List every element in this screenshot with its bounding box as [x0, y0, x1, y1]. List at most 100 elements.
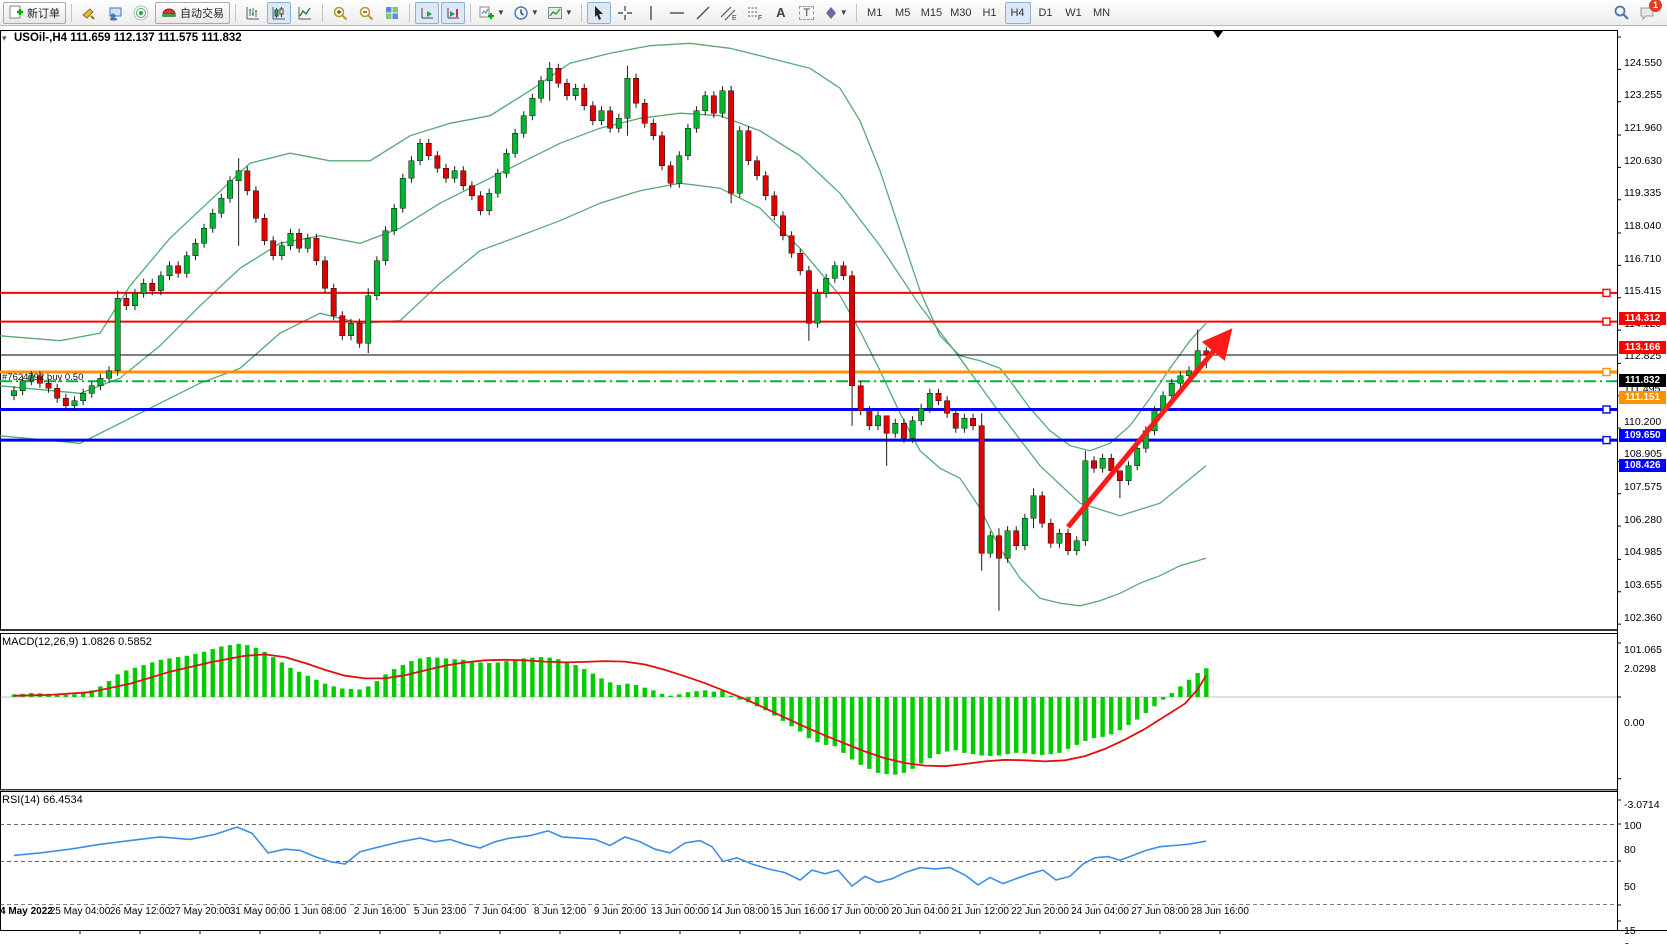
- price-tick: 108.905: [1624, 448, 1662, 461]
- rsi-tick: 50: [1624, 881, 1636, 893]
- time-label: 27 May 20:00: [169, 906, 231, 917]
- horn-icon: [82, 7, 95, 20]
- separator: [855, 3, 857, 22]
- separator: [580, 3, 582, 22]
- templates-icon: [547, 6, 562, 19]
- zoom-out-icon: [359, 6, 374, 20]
- timeframe-w1[interactable]: W1: [1065, 6, 1082, 19]
- market-watch-button[interactable]: [103, 2, 127, 24]
- auto-trading-button[interactable]: 自动交易: [155, 1, 230, 24]
- timeframe-mn[interactable]: MN: [1092, 6, 1111, 19]
- macd-tick: -3.0714: [1624, 798, 1660, 811]
- time-label: 15 Jun 16:00: [771, 906, 829, 917]
- search-button[interactable]: [1609, 2, 1633, 24]
- open-position-label: #7624792 buy 0.50: [2, 372, 84, 383]
- separator: [71, 3, 72, 22]
- chart-shift-button[interactable]: [441, 1, 465, 24]
- price-tick: 119.335: [1624, 187, 1662, 200]
- time-label: 8 Jun 12:00: [533, 906, 587, 917]
- title-caret-icon[interactable]: ▾: [2, 33, 7, 43]
- channel-tool-button[interactable]: E: [717, 2, 741, 24]
- macd-indicator-label: MACD(12,26,9) 1.0826 0.5852: [2, 636, 152, 648]
- time-label: 26 May 12:00: [109, 906, 171, 917]
- timeframe-m30[interactable]: M30: [950, 6, 972, 19]
- periods-button[interactable]: ▼: [510, 2, 542, 24]
- cursor-tool-button[interactable]: [586, 1, 611, 24]
- macd-tick: 0.00: [1624, 717, 1645, 729]
- svg-text:E: E: [732, 15, 737, 21]
- zoom-out-button[interactable]: [354, 2, 378, 24]
- time-label: 1 Jun 08:00: [293, 906, 347, 917]
- shapes-icon: [825, 6, 836, 19]
- fibonacci-tool-button[interactable]: F: [743, 2, 767, 24]
- search-icon: [1614, 5, 1629, 20]
- time-label: 7 Jun 04:00: [473, 906, 527, 917]
- timeframe-m15[interactable]: M15: [920, 6, 943, 19]
- channel-icon: E: [720, 6, 737, 21]
- price-tick: 115.415: [1624, 285, 1662, 298]
- rsi-tick: 0: [1624, 941, 1630, 944]
- timeframe-h4[interactable]: H4: [1004, 1, 1031, 24]
- price-badge-111.151: 111.151: [1619, 390, 1666, 404]
- tile-windows-button[interactable]: [380, 2, 404, 24]
- auto-scroll-button[interactable]: [415, 1, 439, 24]
- separator: [409, 3, 410, 22]
- cursor-icon: [594, 6, 603, 20]
- signals-icon: [133, 5, 149, 20]
- timeframe-m1[interactable]: M1: [867, 6, 883, 19]
- horizontal-line-icon: [669, 11, 684, 14]
- price-tick: 123.255: [1624, 89, 1662, 102]
- time-label: 17 Jun 00:00: [831, 906, 889, 917]
- zoom-in-button[interactable]: [328, 2, 352, 24]
- new-chart-button[interactable]: ▼: [476, 2, 508, 24]
- price-tick: 107.575: [1624, 481, 1662, 494]
- time-label: 24 Jun 04:00: [1071, 906, 1129, 917]
- vertical-line-tool-button[interactable]: [639, 2, 663, 24]
- crosshair-icon: [617, 5, 632, 20]
- shapes-tool-button[interactable]: ▼: [821, 2, 851, 24]
- candlestick-mode-button[interactable]: [267, 1, 291, 24]
- timeframe-d1[interactable]: D1: [1038, 6, 1053, 19]
- label-tool-button[interactable]: T: [795, 2, 819, 24]
- line-chart-mode-button[interactable]: [293, 2, 317, 24]
- price-tick: 104.985: [1624, 546, 1662, 559]
- time-label: 22 Jun 20:00: [1011, 906, 1069, 917]
- text-tool-button[interactable]: A: [769, 2, 793, 24]
- price-badge-114.312: 114.312: [1619, 311, 1666, 325]
- rsi-tick: 80: [1624, 844, 1636, 856]
- rsi-tick: 15: [1624, 925, 1636, 937]
- crosshair-tool-button[interactable]: [613, 2, 637, 24]
- auto-trading-label: 自动交易: [180, 7, 224, 20]
- price-badge-109.650: 109.650: [1619, 428, 1666, 442]
- trendline-icon: [696, 5, 710, 20]
- time-label: 4 May 2022: [0, 906, 53, 917]
- price-tick: 106.280: [1624, 513, 1662, 526]
- timeframe-m5[interactable]: M5: [895, 6, 911, 19]
- time-label: 31 May 00:00: [229, 906, 291, 917]
- auto-trading-icon: [162, 8, 176, 17]
- horn-button[interactable]: [77, 2, 101, 24]
- horizontal-line-tool-button[interactable]: [665, 2, 689, 24]
- timeframe-h1[interactable]: H1: [982, 6, 997, 19]
- dropdown-caret: ▼: [839, 8, 848, 17]
- price-badge-111.832: 111.832: [1619, 373, 1666, 387]
- price-tick: 101.065: [1624, 644, 1662, 657]
- toolbar: 新订单 自动交易 ▼ ▼ ▼ E F A T ▼: [0, 0, 1667, 26]
- label-tool-icon: T: [799, 5, 815, 20]
- bar-chart-mode-button[interactable]: [241, 2, 265, 24]
- dropdown-caret: ▼: [564, 8, 573, 17]
- separator: [322, 3, 323, 22]
- separator: [470, 3, 471, 22]
- price-tick: 120.630: [1624, 155, 1662, 167]
- time-label: 9 Jun 20:00: [593, 906, 647, 917]
- templates-button[interactable]: ▼: [544, 2, 576, 24]
- new-chart-icon: [479, 6, 494, 19]
- line-chart-icon: [298, 6, 311, 19]
- trendline-tool-button[interactable]: [691, 2, 715, 24]
- notifications-button[interactable]: 1: [1635, 0, 1662, 24]
- chart-canvas[interactable]: [0, 26, 1667, 944]
- signals-button[interactable]: [129, 2, 153, 24]
- rsi-tick: 100: [1624, 820, 1642, 832]
- dropdown-caret: ▼: [530, 8, 539, 17]
- new-order-button[interactable]: 新订单: [3, 1, 66, 24]
